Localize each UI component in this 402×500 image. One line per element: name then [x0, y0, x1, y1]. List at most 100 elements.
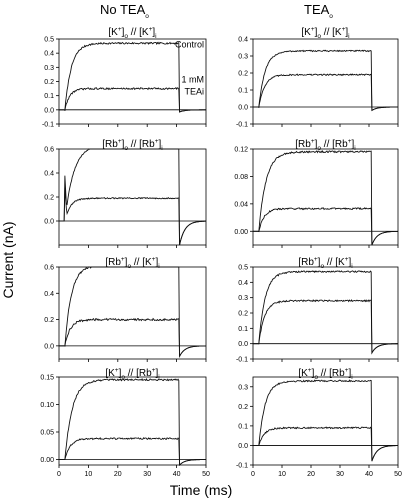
condition-label-part: i	[158, 263, 159, 270]
trace-annotation: 1 mM	[182, 75, 205, 85]
condition-label-part: +	[348, 138, 352, 145]
x-tick-label: 50	[394, 471, 402, 478]
svg-text:No TEAo: No TEAo	[100, 2, 149, 20]
y-tick-label: 0.15	[40, 375, 54, 382]
panels: -0.10.00.10.20.30.40.5[K+]o // [K+]iCont…	[40, 26, 402, 478]
condition-label-part: i	[351, 263, 352, 270]
condition-label-part: +	[308, 367, 312, 374]
condition-label-part: +	[115, 367, 119, 374]
y-tick-label: 0.0	[44, 107, 54, 114]
y-tick-label: 0.05	[40, 430, 54, 437]
y-tick-label: -0.1	[236, 122, 248, 129]
panel-row2-left: 0.00.20.40.6 [Rb+]o // [Rb+]i	[44, 138, 207, 248]
y-tick-label: 0.3	[238, 54, 248, 61]
y-tick-label: 0.5	[238, 265, 248, 272]
condition-label-part: +	[311, 26, 315, 33]
panel-row2-right: 0.000.040.080.12 [Rb+]o // [Rb+]i	[234, 138, 399, 248]
condition-label-part: ]	[122, 139, 125, 150]
x-tick-label: 0	[57, 471, 61, 478]
x-tick-label: 0	[251, 471, 255, 478]
x-tick-label: 10	[85, 471, 93, 478]
condition-label-part: ]	[348, 257, 351, 268]
x-tick-label: 20	[307, 471, 315, 478]
condition-label-part: ]	[312, 368, 315, 379]
condition-label: [Rb+]o // [K+]i	[105, 256, 159, 270]
y-tick-label: 0.4	[238, 280, 248, 287]
column-title-right-text: TEA	[304, 2, 330, 17]
condition-label: [K+]o // [Rb+]i	[298, 367, 352, 381]
condition-label-part: ]	[345, 27, 348, 38]
plot-frame	[58, 376, 207, 466]
panel-row3-left: 0.00.20.40.6 [Rb+]o // [K+]i	[44, 256, 207, 362]
condition-label-part: +	[118, 26, 122, 33]
y-tick-label: 0.2	[44, 317, 54, 324]
condition-label-part: ]	[125, 257, 128, 268]
panel-row3-right: -0.10.00.10.20.30.40.5 [Rb+]o // [K+]i	[236, 256, 399, 364]
y-tick-label: 0.12	[234, 147, 248, 154]
condition-label-part: // [Rb	[128, 139, 155, 150]
y-tick-label: 0.04	[234, 201, 248, 208]
condition-label-part: // [K	[131, 257, 152, 268]
y-tick-label: 0.3	[238, 295, 248, 302]
condition-label-part: ]	[122, 27, 125, 38]
condition-label-part: ]	[152, 27, 155, 38]
y-tick-label: 0.2	[238, 71, 248, 78]
current-trace	[59, 187, 207, 246]
y-tick-label: 0.2	[238, 404, 248, 411]
condition-label-part: [K	[298, 368, 308, 379]
current-trace	[59, 87, 206, 113]
y-tick-label: 0.6	[44, 265, 54, 272]
plot-frame	[252, 266, 399, 360]
condition-label-part: ]	[315, 27, 318, 38]
condition-label-part: i	[351, 374, 352, 381]
condition-label-part: // [Rb	[318, 368, 345, 379]
y-tick-label: -0.1	[236, 463, 248, 470]
condition-label: [Rb+]o // [Rb+]i	[295, 138, 355, 152]
y-tick-label: 0.2	[44, 79, 54, 86]
current-trace	[59, 378, 206, 467]
condition-label-part: o	[314, 374, 318, 381]
condition-label-part: // [K	[321, 27, 342, 38]
condition-label-part: i	[155, 33, 156, 40]
condition-label-part: // [K	[128, 27, 149, 38]
y-tick-label: 0.0	[238, 443, 248, 450]
column-title-left: No TEAo	[100, 2, 149, 20]
y-tick-label: 0.08	[234, 174, 248, 181]
condition-label-part: ]	[155, 257, 158, 268]
condition-label: [K+]o // [K+]i	[108, 26, 156, 40]
plot-frame	[58, 266, 207, 360]
column-title-left-text: No TEA	[100, 2, 146, 17]
column-title-right: TEAo	[304, 2, 333, 20]
y-tick-label: 0.2	[44, 195, 54, 202]
plot-frame	[252, 148, 399, 246]
x-tick-label: 20	[114, 471, 122, 478]
y-tick-label: 0.0	[238, 105, 248, 112]
current-trace	[253, 379, 399, 462]
condition-label-part: ]	[348, 368, 351, 379]
condition-label-part: o	[320, 263, 324, 270]
y-tick-label: 0.0	[44, 343, 54, 350]
condition-label-part: [Rb	[295, 139, 311, 150]
condition-label-part: ]	[155, 368, 158, 379]
panel-row4-left: 0.000.050.100.150 10 20 30 40 50[K+]o // [Rb+…	[40, 367, 210, 478]
y-tick-label: 0.4	[44, 171, 54, 178]
condition-label-part: [K	[108, 27, 118, 38]
condition-label-part: ]	[352, 139, 355, 150]
current-trace	[253, 270, 399, 355]
condition-label-part: [Rb	[105, 257, 121, 268]
condition-label-part: i	[158, 374, 159, 381]
condition-label-part: o	[124, 145, 128, 152]
panel-row1-left: -0.10.00.10.20.30.40.5[K+]o // [K+]iCont…	[42, 26, 207, 129]
condition-label-part: +	[121, 256, 125, 263]
y-tick-label: 0.1	[44, 93, 54, 100]
y-tick-label: 0.00	[40, 457, 54, 464]
current-trace	[59, 317, 207, 359]
condition-label-part: [Rb	[102, 139, 118, 150]
condition-label-part: o	[124, 33, 128, 40]
condition-label-part: ]	[159, 139, 162, 150]
condition-label-part: i	[348, 33, 349, 40]
y-tick-label: 0.1	[238, 88, 248, 95]
current-trace	[253, 49, 399, 112]
condition-label-part: ]	[318, 257, 321, 268]
